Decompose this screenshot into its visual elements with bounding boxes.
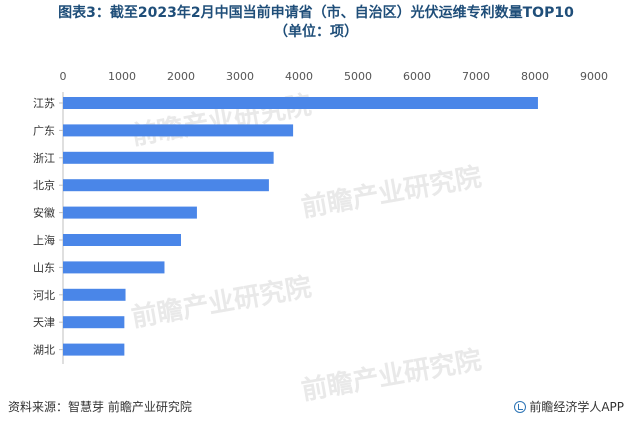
x-tick-label: 1000	[108, 70, 136, 83]
category-label: 河北	[33, 289, 55, 302]
x-tick-label: 4000	[285, 70, 313, 83]
x-tick-label: 7000	[462, 70, 490, 83]
bar	[63, 234, 181, 246]
qianzhan-logo-icon	[514, 401, 527, 413]
bar	[63, 261, 165, 274]
x-tick-label: 3000	[226, 70, 254, 83]
x-tick-label: 6000	[403, 70, 431, 83]
category-label: 安徽	[33, 206, 55, 220]
bar	[63, 343, 125, 356]
bar	[63, 97, 538, 109]
category-label: 广东	[33, 124, 55, 137]
category-label: 江苏	[33, 97, 55, 110]
bar	[63, 179, 269, 192]
brand-label: 前瞻经济学人APP	[529, 400, 624, 414]
bar	[63, 151, 274, 164]
bar	[63, 206, 197, 219]
x-tick-label: 5000	[344, 70, 372, 83]
category-label: 湖北	[33, 344, 55, 357]
x-tick-label: 8000	[521, 70, 549, 83]
bar	[63, 316, 125, 329]
category-label: 上海	[33, 233, 55, 247]
brand-credit: 前瞻经济学人APP	[514, 398, 624, 415]
bar	[63, 288, 126, 301]
category-label: 浙江	[33, 152, 55, 165]
category-label: 天津	[33, 316, 55, 329]
category-label: 山东	[33, 261, 55, 274]
x-tick-label: 2000	[167, 70, 195, 83]
chart-title: 图表3：截至2023年2月中国当前申请省（市、自治区）光伏运维专利数量TOP10…	[0, 4, 632, 42]
category-label: 北京	[33, 178, 55, 192]
chart-title-line2: （单位：项）	[274, 24, 358, 40]
chart-title-line1: 图表3：截至2023年2月中国当前申请省（市、自治区）光伏运维专利数量TOP10	[58, 5, 574, 21]
x-tick-label: 9000	[580, 70, 608, 83]
source-note: 资料来源：智慧芽 前瞻产业研究院	[8, 400, 192, 414]
bar	[63, 124, 294, 137]
x-tick-label: 0	[60, 70, 67, 83]
